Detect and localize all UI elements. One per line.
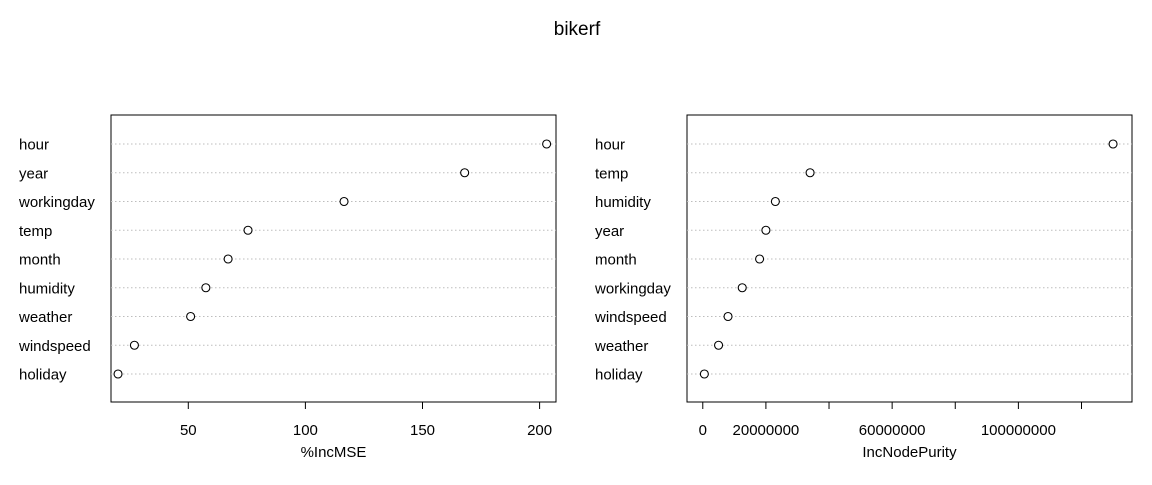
x-tick-label: 150 [410,422,435,439]
data-point [1108,139,1118,149]
category-label: windspeed [18,338,91,355]
chart-title: bikerf [554,19,601,40]
category-label: workingday [18,194,95,211]
data-point [201,283,211,293]
data-point [460,168,470,178]
data-point [542,139,552,149]
x-axis-title: IncNodePurity [862,444,957,461]
category-label: month [19,252,61,269]
x-axis-title: %IncMSE [301,444,367,461]
category-label: weather [594,338,648,355]
category-label: year [19,165,48,182]
plot-frame [110,114,557,403]
category-label: humidity [19,280,75,297]
data-point [223,254,233,264]
category-label: temp [595,165,628,182]
plot-panel-2: hour temp humidity year month workingday winds… [594,114,1133,461]
data-point [770,196,780,207]
data-point [805,168,815,178]
x-tick-label: 20000000 [733,422,800,439]
data-point [186,311,196,322]
data-point [723,311,733,322]
category-label: holiday [19,367,67,384]
category-label: holiday [595,367,643,384]
x-tick-label: 100 [293,422,318,439]
category-label: year [595,223,624,240]
category-label: hour [595,137,625,154]
plot-frame [686,114,1133,403]
data-point [113,369,123,379]
plot-panel-1: hour year workingday temp month humidity weath… [18,114,557,461]
data-point [129,340,139,350]
data-point [755,254,765,264]
data-point [699,369,709,379]
x-tick-label: 50 [180,422,197,439]
x-tick-label: 60000000 [859,422,926,439]
x-tick-label: 0 [699,422,707,439]
category-label: temp [19,223,52,240]
data-point [339,196,349,207]
x-tick-label: 200 [527,422,552,439]
category-label: month [595,252,637,269]
category-label: windspeed [594,309,667,326]
data-point [737,283,747,293]
category-label: workingday [594,280,671,297]
category-label: humidity [595,194,651,211]
category-label: weather [18,309,72,326]
data-point [761,225,771,235]
x-tick-label: 100000000 [981,422,1056,439]
data-point [714,340,724,350]
data-point [243,225,253,235]
category-label: hour [19,137,49,154]
